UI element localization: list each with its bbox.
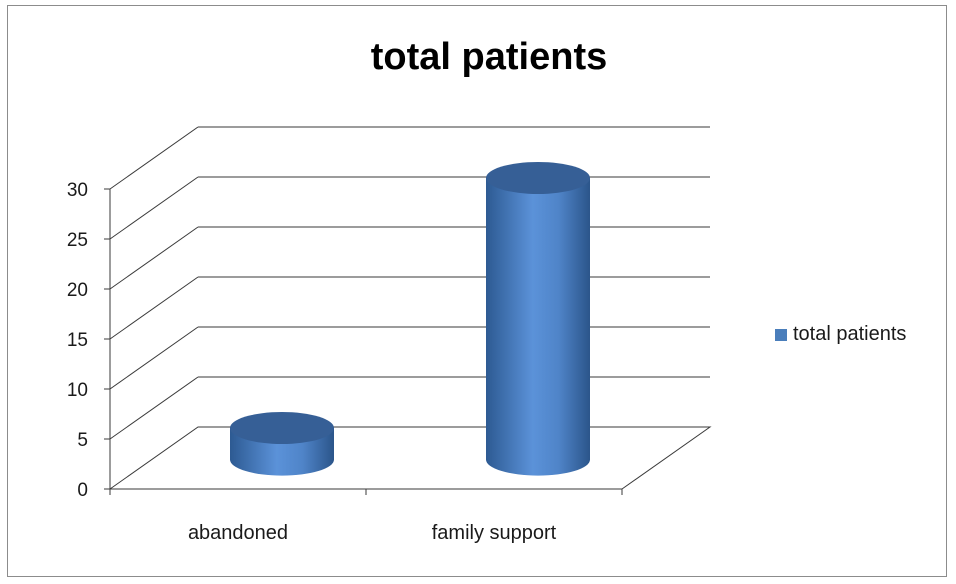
bar-top <box>230 412 334 444</box>
x-category-label: abandoned <box>188 522 288 544</box>
y-tick-label: 10 <box>67 380 88 401</box>
legend: total patients <box>775 323 906 346</box>
bar-top <box>486 162 590 194</box>
bar-abandoned <box>230 412 334 476</box>
gridline-side <box>109 376 199 440</box>
y-tick-label: 15 <box>67 330 88 351</box>
y-tick-label: 25 <box>67 230 88 251</box>
bar-body <box>486 178 590 476</box>
chart-title: total patients <box>370 36 608 78</box>
y-tick-label: 20 <box>67 280 88 301</box>
gridline-side <box>109 176 199 240</box>
gridline-side <box>109 126 199 190</box>
y-tick-label: 0 <box>77 480 88 501</box>
gridline-side <box>109 326 199 390</box>
floor <box>109 426 712 490</box>
legend-label-total-patients: total patients <box>793 323 907 345</box>
y-tick-label: 30 <box>67 180 88 201</box>
y-tick-label: 5 <box>77 430 88 451</box>
gridline-side <box>109 226 199 290</box>
x-category-label: family support <box>432 522 557 544</box>
legend-swatch-total-patients <box>775 328 787 341</box>
bar-family-support <box>486 162 590 476</box>
gridline-side <box>109 276 199 340</box>
chart-frame <box>7 5 947 577</box>
